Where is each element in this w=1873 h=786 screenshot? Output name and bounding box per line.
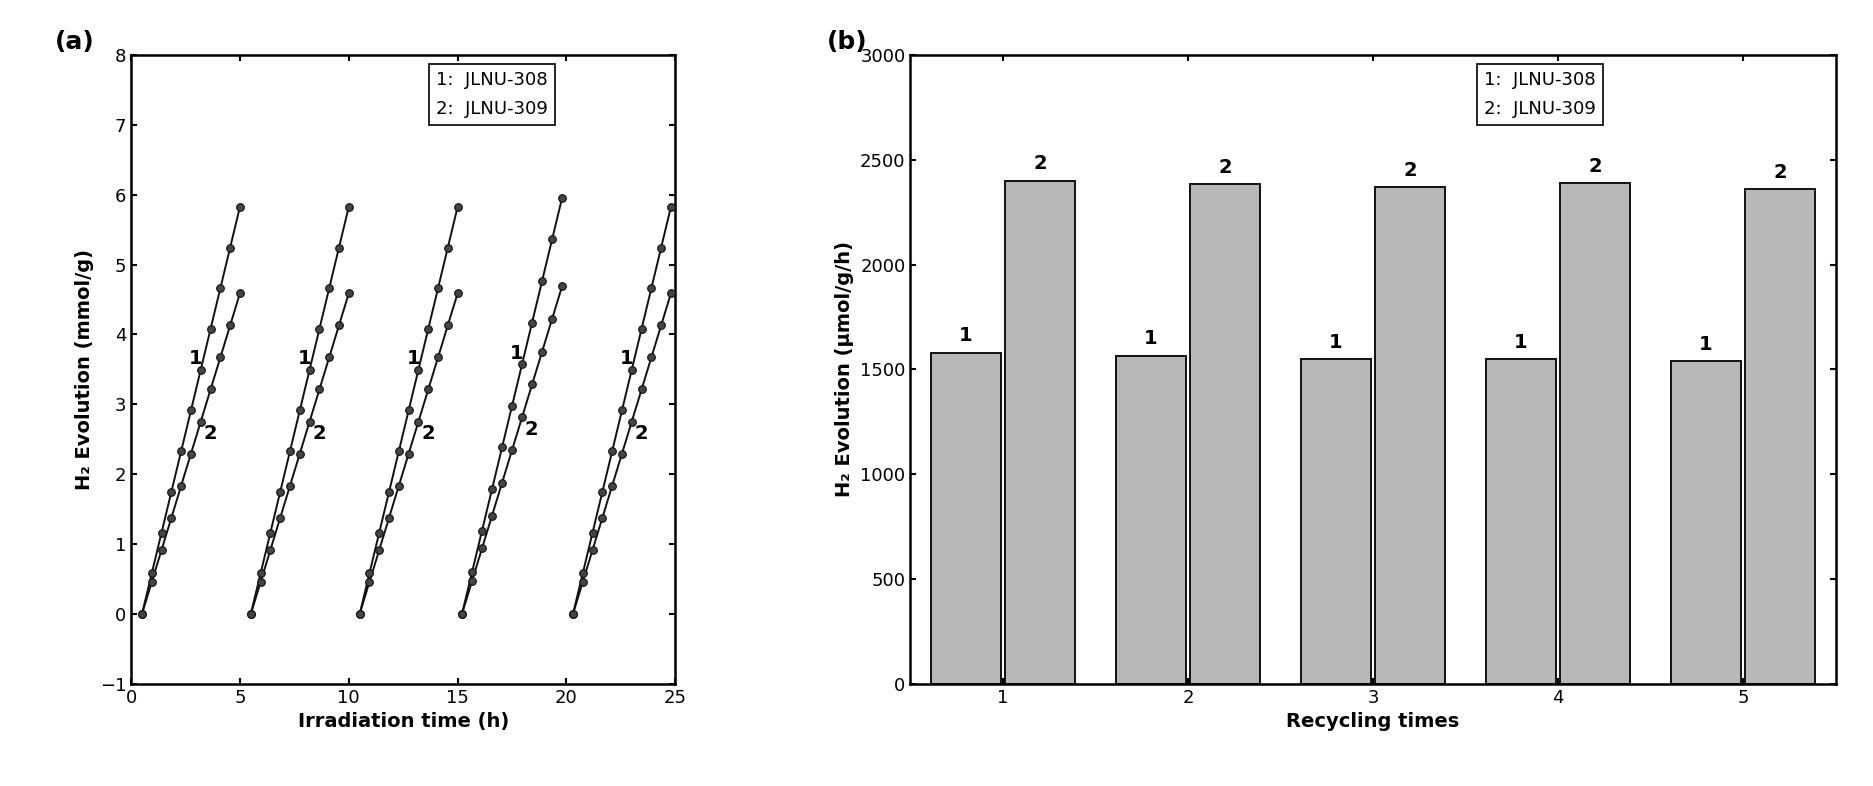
Text: 2: 2 — [313, 424, 326, 443]
Bar — [1671, 361, 1742, 684]
Text: (a): (a) — [54, 30, 96, 54]
Text: 1: 1 — [1330, 332, 1343, 351]
Text: 1: 1 — [620, 349, 633, 368]
Text: 1: 1 — [959, 326, 972, 345]
Bar — [1004, 181, 1075, 684]
Text: 2: 2 — [635, 424, 648, 443]
Bar — [1560, 183, 1630, 684]
Text: 1: 1 — [1513, 332, 1528, 351]
Bar — [1116, 356, 1186, 684]
Text: 1:  JLNU-308
2:  JLNU-309: 1: JLNU-308 2: JLNU-309 — [1483, 71, 1596, 118]
Text: 2: 2 — [1034, 154, 1047, 174]
Y-axis label: H₂ Evolution (mmol/g): H₂ Evolution (mmol/g) — [75, 249, 94, 490]
Bar — [1189, 184, 1261, 684]
Bar — [1302, 359, 1371, 684]
Text: 2: 2 — [1217, 157, 1232, 177]
Text: 2: 2 — [1774, 163, 1787, 182]
Text: 1: 1 — [1144, 329, 1158, 348]
Text: 1:  JLNU-308
2:  JLNU-309: 1: JLNU-308 2: JLNU-309 — [436, 71, 547, 118]
Text: 1: 1 — [298, 349, 311, 368]
Text: 1: 1 — [406, 349, 420, 368]
Bar — [1746, 189, 1815, 684]
Text: 2: 2 — [1403, 160, 1416, 180]
Y-axis label: H₂ Evolution (μmol/g/h): H₂ Evolution (μmol/g/h) — [835, 241, 854, 498]
Text: 2: 2 — [421, 424, 435, 443]
X-axis label: Irradiation time (h): Irradiation time (h) — [298, 712, 509, 731]
Text: (b): (b) — [828, 30, 867, 54]
Text: 2: 2 — [524, 420, 538, 439]
Text: 1: 1 — [189, 349, 202, 368]
Text: 2: 2 — [1588, 156, 1601, 175]
Text: 1: 1 — [509, 343, 524, 362]
Text: 1: 1 — [1699, 335, 1712, 354]
Text: 2: 2 — [204, 424, 217, 443]
Bar — [1375, 187, 1446, 684]
Bar — [931, 353, 1000, 684]
X-axis label: Recycling times: Recycling times — [1287, 712, 1459, 731]
Bar — [1485, 359, 1556, 684]
